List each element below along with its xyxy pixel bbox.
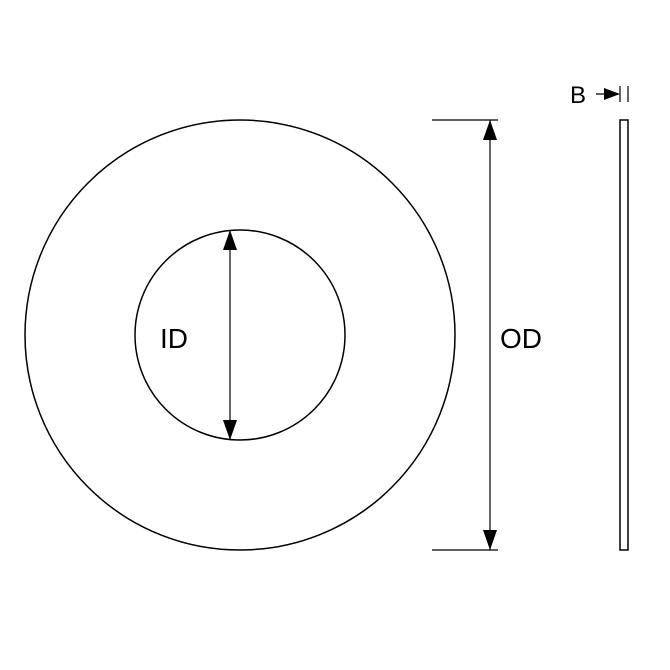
od-arrow-bottom	[483, 530, 497, 550]
b-label: B	[570, 82, 586, 110]
outer-circle	[25, 120, 455, 550]
b-arrow	[604, 88, 620, 100]
id-arrow-top	[223, 230, 237, 250]
washer-diagram: OD ID B	[0, 0, 670, 670]
id-arrow-bottom	[223, 420, 237, 440]
side-view	[620, 120, 628, 550]
id-label: ID	[160, 323, 188, 355]
od-label: OD	[500, 323, 542, 355]
od-arrow-top	[483, 120, 497, 140]
